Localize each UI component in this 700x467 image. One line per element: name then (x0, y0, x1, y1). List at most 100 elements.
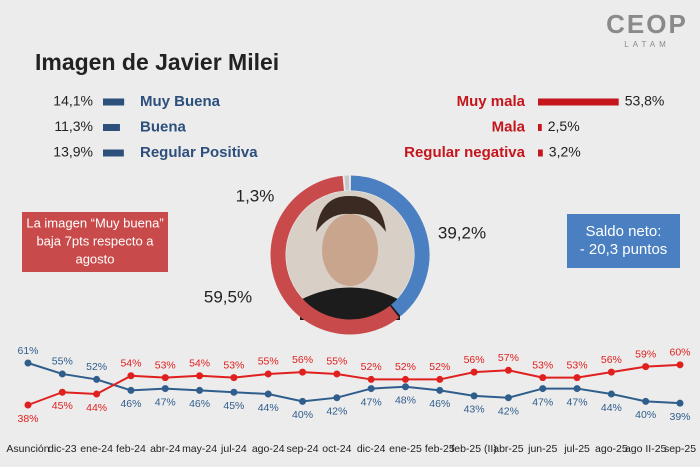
x-tick-label: Asunción (6, 443, 49, 455)
marker (676, 399, 684, 407)
bar (538, 149, 543, 157)
x-tick-label: sep-25 (664, 443, 696, 455)
x-tick-label: jun-25 (527, 443, 557, 455)
x-tick-label: feb-25 (II) (451, 443, 497, 455)
logo-subtitle: LATAM (624, 40, 669, 49)
note-box (22, 212, 168, 272)
marker (93, 375, 101, 383)
marker (573, 385, 581, 393)
donut-label: 1,3% (236, 186, 275, 205)
data-label: 47% (155, 396, 176, 408)
donut-slice (270, 175, 400, 335)
data-label: 43% (464, 404, 485, 416)
marker (264, 370, 272, 378)
data-label: 59% (635, 348, 656, 360)
data-label: 47% (567, 396, 588, 408)
marker (299, 397, 307, 405)
bar-category-label: Regular Positiva (140, 144, 258, 161)
data-label: 56% (601, 354, 622, 366)
data-label: 46% (189, 398, 210, 410)
x-tick-label: ene-24 (80, 443, 113, 455)
x-tick-label: sep-24 (286, 443, 318, 455)
marker (436, 386, 444, 394)
data-label: 44% (601, 402, 622, 414)
portrait-hair (316, 195, 386, 232)
marker (539, 385, 547, 393)
data-label: 52% (86, 361, 107, 373)
data-label: 55% (258, 356, 279, 368)
marker (436, 375, 444, 383)
marker (333, 394, 341, 402)
marker (127, 372, 135, 380)
bar (103, 98, 125, 106)
bar (538, 124, 542, 131)
x-tick-label: dic-23 (48, 443, 77, 455)
marker (196, 372, 204, 380)
data-label: 42% (498, 405, 519, 417)
marker (58, 370, 66, 378)
x-tick-label: ago-25 (595, 443, 628, 455)
data-label: 55% (52, 356, 73, 368)
logo: CEOP (606, 9, 688, 39)
marker (161, 374, 169, 382)
x-tick-label: abr-24 (150, 443, 181, 455)
x-tick-label: ago II-25 (625, 443, 667, 455)
bar (538, 98, 619, 106)
x-tick-label: ene-25 (389, 443, 422, 455)
data-label: 48% (395, 395, 416, 407)
data-label: 42% (326, 405, 347, 417)
data-label: 45% (223, 400, 244, 412)
x-tick-label: abr-25 (493, 443, 524, 455)
line (27, 363, 681, 406)
marker (676, 361, 684, 369)
x-tick-label: dic-24 (357, 443, 386, 455)
marker (161, 385, 169, 393)
x-tick-label: may-24 (182, 443, 217, 455)
marker (573, 374, 581, 382)
marker (401, 383, 409, 391)
data-label: 52% (395, 361, 416, 373)
data-label: 54% (189, 358, 210, 370)
data-label: 53% (155, 359, 176, 371)
note-text: baja 7pts respecto a (36, 233, 154, 248)
data-label: 44% (258, 402, 279, 414)
marker (264, 390, 272, 398)
data-label: 53% (532, 359, 553, 371)
marker (642, 363, 650, 371)
marker (642, 397, 650, 405)
note-box (567, 214, 680, 268)
line (27, 362, 681, 405)
donut-slice (350, 175, 430, 317)
marker (504, 366, 512, 374)
x-tick-label: jul-24 (220, 443, 247, 455)
data-label: 46% (120, 398, 141, 410)
data-label: 54% (120, 358, 141, 370)
bar-value-label: 2,5% (548, 118, 580, 134)
portrait-suit (300, 287, 400, 320)
data-label: 40% (292, 409, 313, 421)
data-label: 47% (361, 396, 382, 408)
marker (607, 390, 615, 398)
marker (367, 385, 375, 393)
marker (93, 390, 101, 398)
x-tick-label: oct-24 (322, 443, 351, 455)
data-label: 40% (635, 409, 656, 421)
portrait-face (322, 214, 378, 286)
bar-value-label: 11,3% (54, 118, 93, 134)
data-label: 56% (464, 354, 485, 366)
donut-label: 39,2% (438, 223, 486, 242)
bar-category-label: Muy mala (457, 93, 526, 110)
bar-category-label: Buena (140, 118, 187, 135)
marker (504, 394, 512, 402)
data-label: 60% (669, 347, 690, 359)
marker (299, 368, 307, 376)
marker (230, 388, 238, 396)
x-tick-label: jul-25 (563, 443, 590, 455)
note-text: - 20,3 puntos (580, 241, 668, 258)
bar-value-label: 13,9% (53, 144, 93, 160)
bar (103, 124, 120, 131)
data-label: 57% (498, 352, 519, 364)
marker (127, 386, 135, 394)
marker (24, 401, 32, 409)
